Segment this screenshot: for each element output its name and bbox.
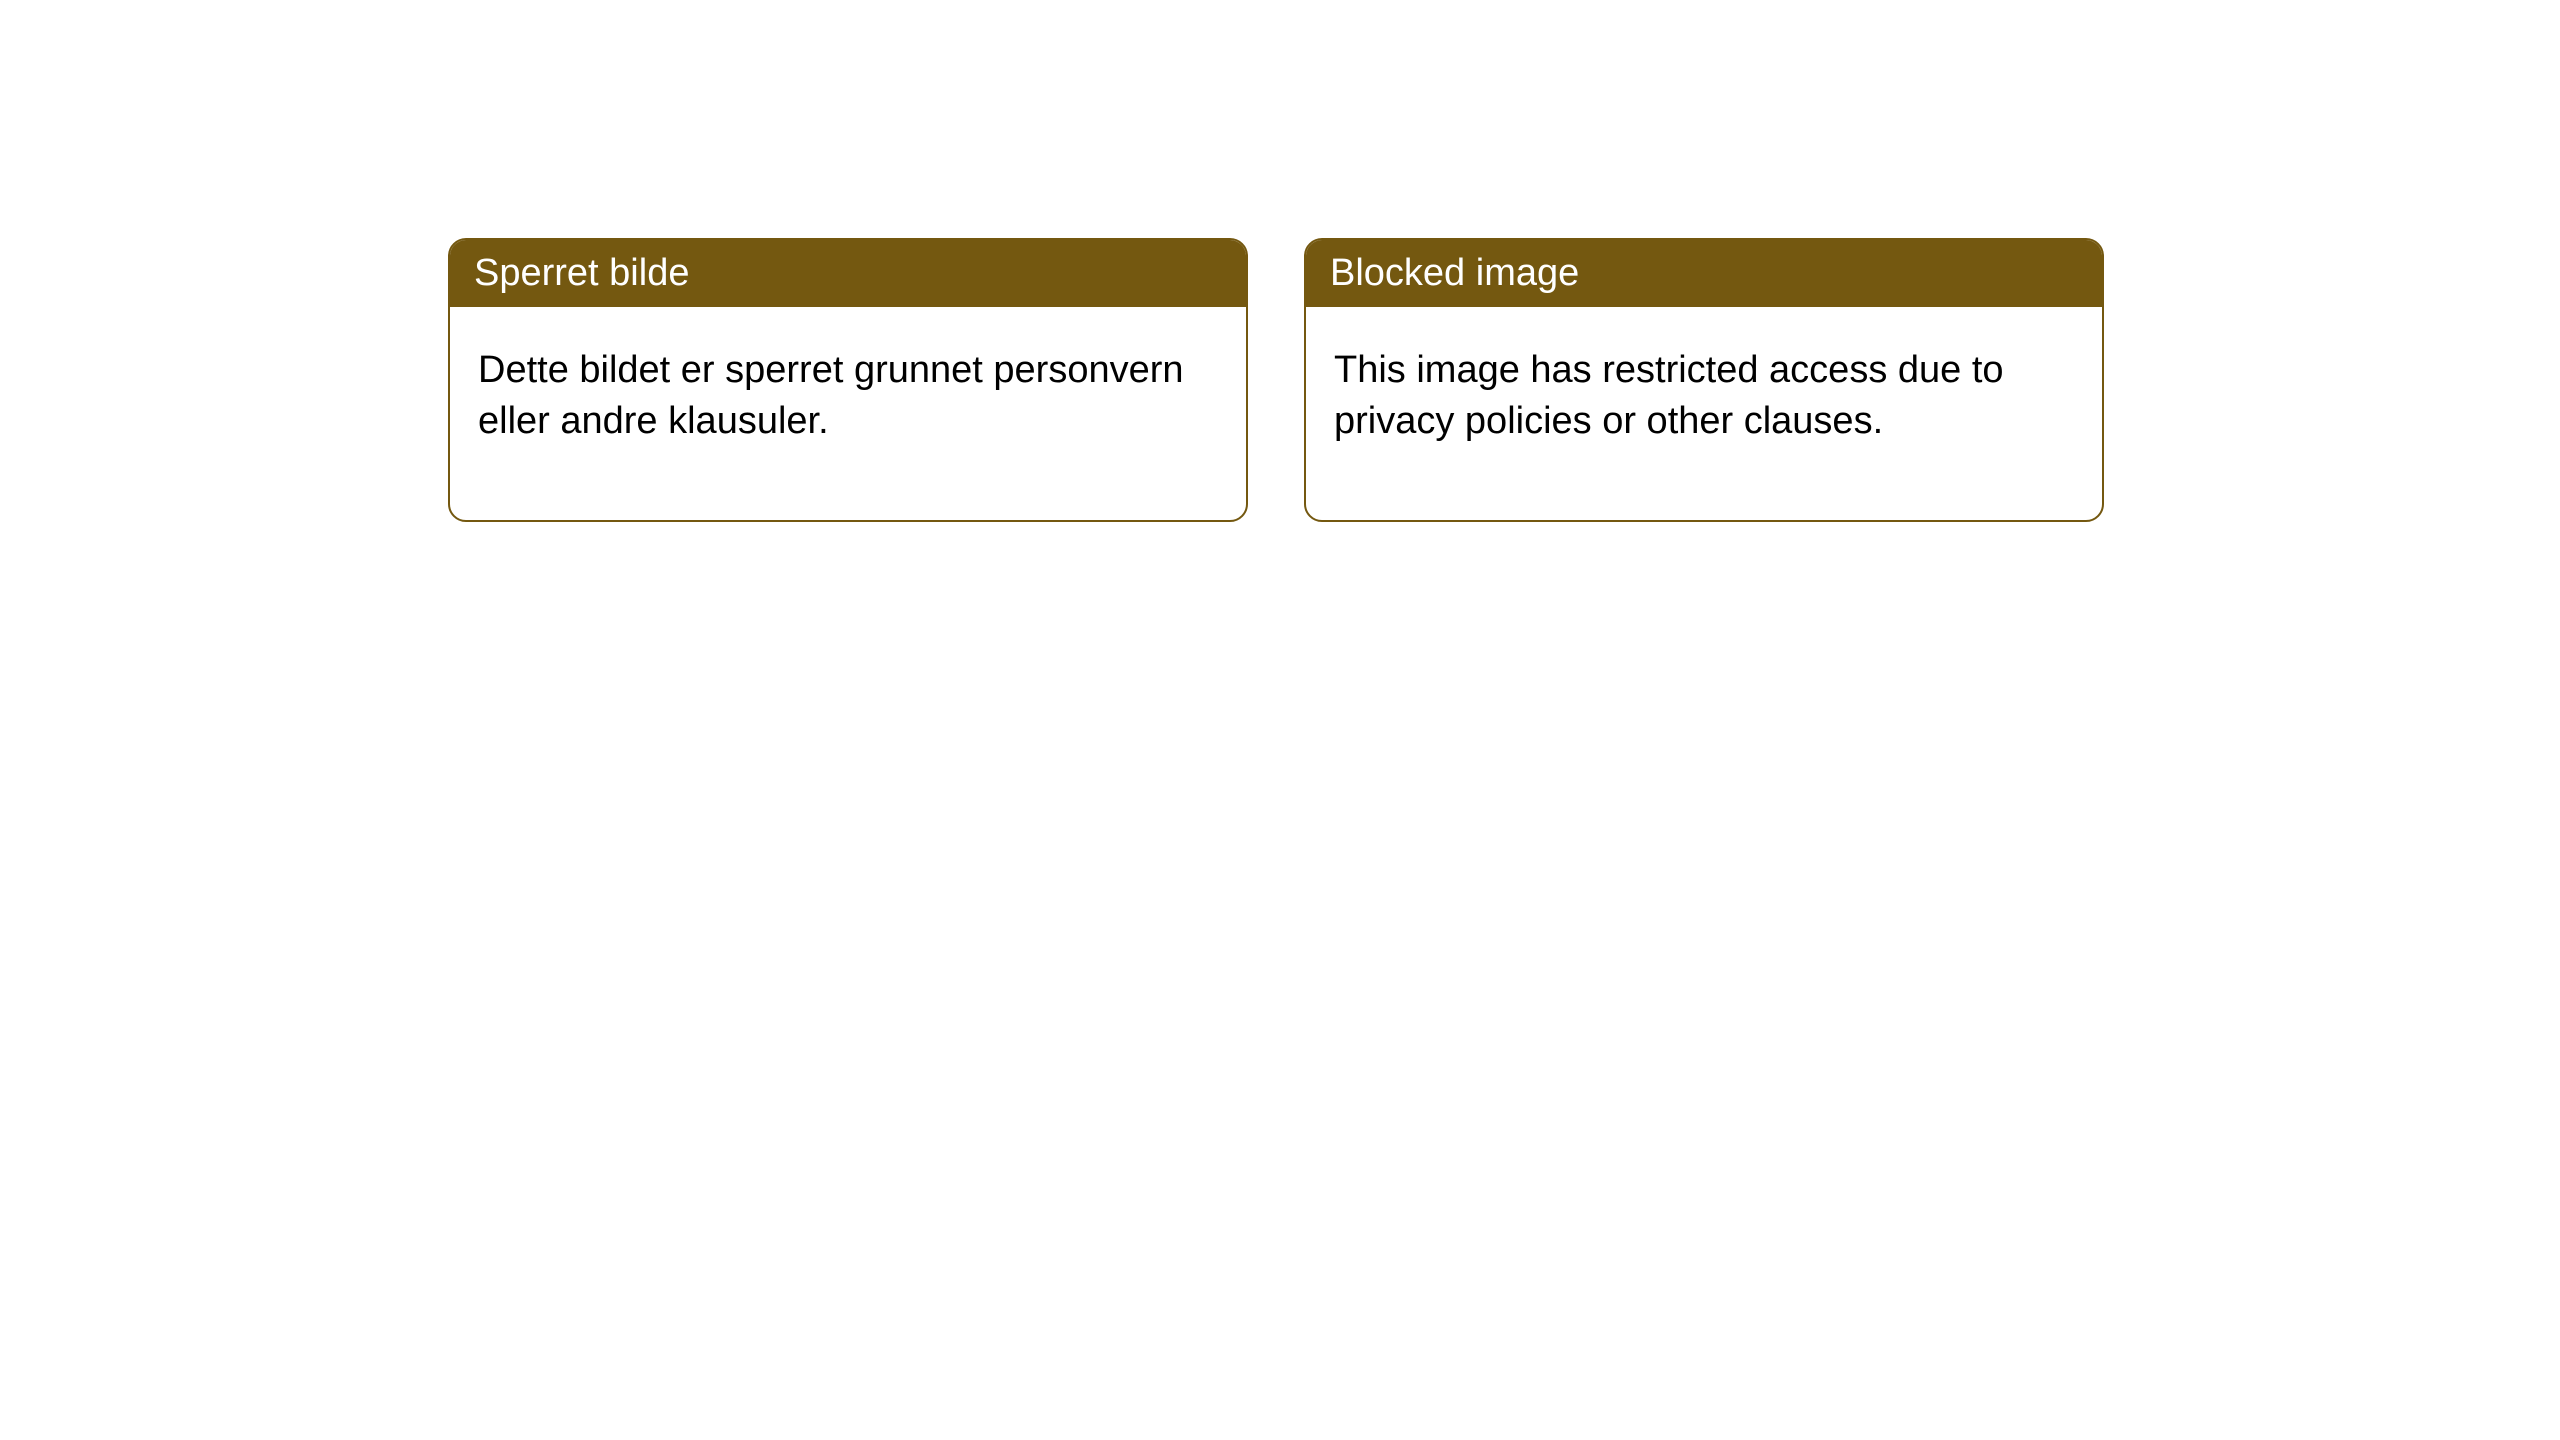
notice-body-text: This image has restricted access due to … xyxy=(1334,349,2004,442)
notice-header: Sperret bilde xyxy=(450,240,1246,307)
notice-body: This image has restricted access due to … xyxy=(1306,307,2102,520)
notice-container: Sperret bilde Dette bildet er sperret gr… xyxy=(448,238,2104,522)
notice-body: Dette bildet er sperret grunnet personve… xyxy=(450,307,1246,520)
notice-box-english: Blocked image This image has restricted … xyxy=(1304,238,2104,522)
notice-body-text: Dette bildet er sperret grunnet personve… xyxy=(478,349,1184,442)
notice-box-norwegian: Sperret bilde Dette bildet er sperret gr… xyxy=(448,238,1248,522)
notice-title: Sperret bilde xyxy=(474,252,689,294)
notice-header: Blocked image xyxy=(1306,240,2102,307)
notice-title: Blocked image xyxy=(1330,252,1579,294)
